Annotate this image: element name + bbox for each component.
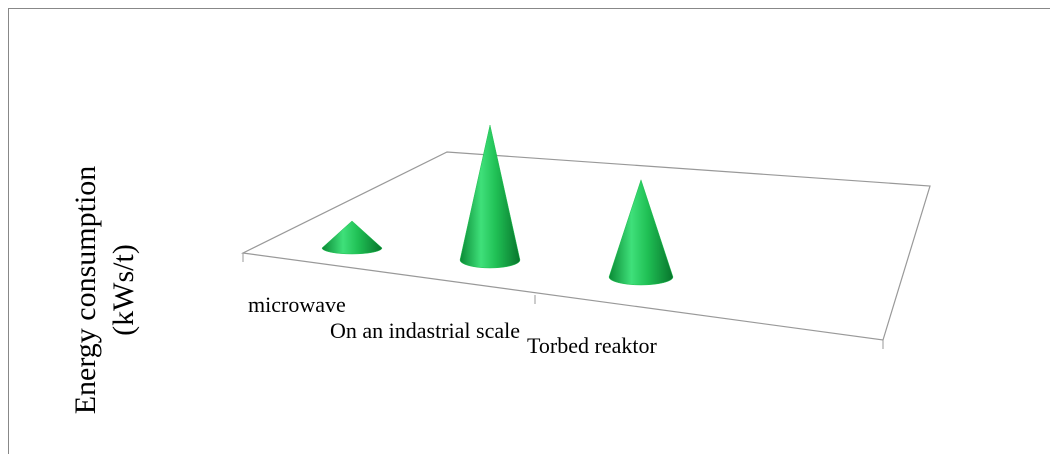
x-tick-label: Torbed reaktor [527,333,657,358]
x-tick-label: On an indastrial scale [330,318,520,343]
x-tick-label: microwave [248,292,346,317]
chart-border [8,8,1050,454]
cone [608,179,674,286]
cone [321,220,383,255]
y-axis-label: (kWs/t) [107,244,140,336]
floor [240,151,931,341]
cone [459,124,521,269]
y-axis-label: Energy consumption [69,166,102,415]
